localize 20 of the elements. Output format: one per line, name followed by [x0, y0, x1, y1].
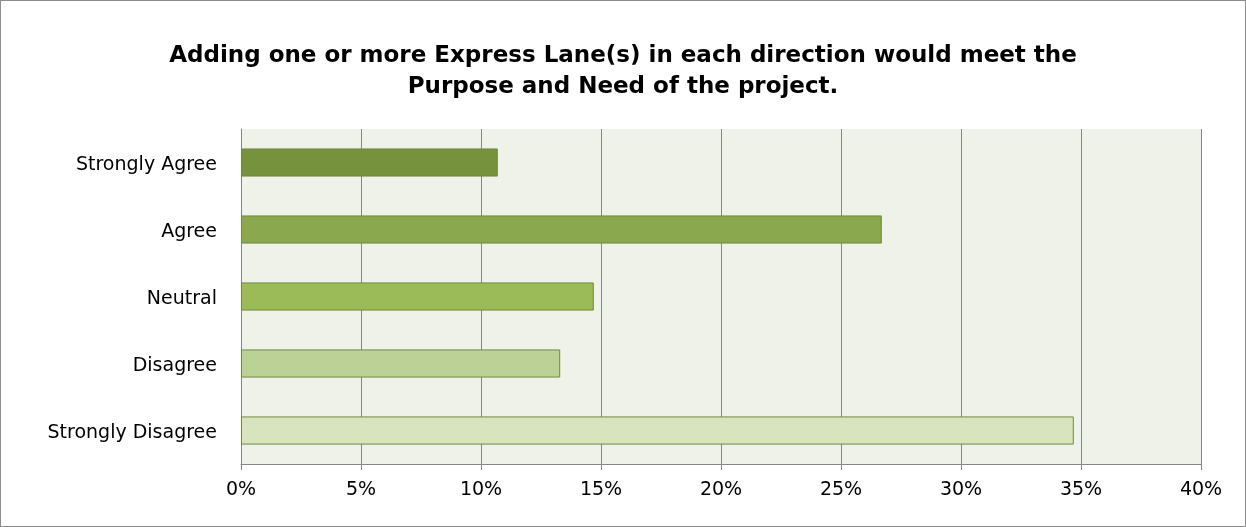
- bar: [241, 148, 498, 177]
- y-tick-label: Disagree: [132, 352, 217, 375]
- x-tick-label: 40%: [1179, 476, 1223, 499]
- x-tick-label: 0%: [225, 476, 257, 499]
- x-tick-label: 35%: [1059, 476, 1103, 499]
- x-tick-label: 25%: [819, 476, 863, 499]
- y-tick-label: Strongly Agree: [75, 151, 217, 174]
- y-tick-label: Strongly Disagree: [47, 419, 217, 442]
- x-tick-label: 30%: [939, 476, 983, 499]
- x-tick-label: 15%: [579, 476, 623, 499]
- x-tick-label: 10%: [459, 476, 503, 499]
- x-tick-label: 5%: [345, 476, 377, 499]
- bar: [241, 215, 882, 244]
- y-tick-label: Agree: [161, 218, 217, 241]
- chart-title: Adding one or more Express Lane(s) in each direction would meet the Purpose and Need of the project.: [169, 40, 1077, 98]
- y-tick-label: Neutral: [146, 285, 217, 308]
- x-tick-label: 20%: [699, 476, 743, 499]
- bar: [241, 416, 1074, 445]
- bar: [241, 349, 561, 378]
- bar: [241, 282, 594, 311]
